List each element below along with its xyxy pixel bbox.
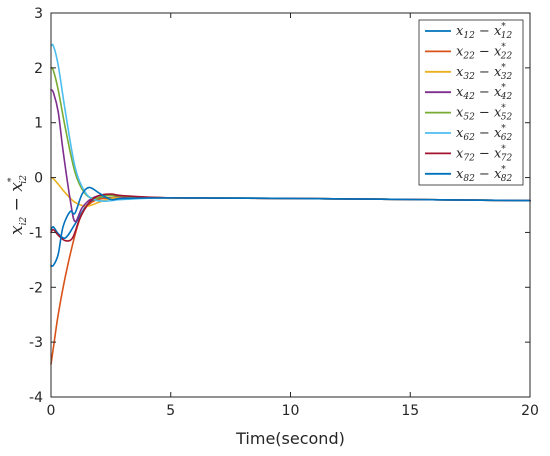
series-layer xyxy=(50,43,531,365)
y-tick-label: -1 xyxy=(29,225,43,241)
x-tick-label: 10 xyxy=(282,403,300,419)
svg-text:xi2 − x*i2: xi2 − x* i2 xyxy=(7,175,29,235)
legend-label-82: x82 − x* 82 xyxy=(456,165,513,184)
y-tick-label: -4 xyxy=(29,390,43,406)
y-tick-label: 2 xyxy=(34,61,43,77)
y-axis-label: xi2 − x* i2 xyxy=(7,175,29,235)
legend-label-42: x42 − x* 42 xyxy=(456,83,513,102)
y-tick-label: 1 xyxy=(34,116,43,132)
y-tick-label: -2 xyxy=(29,280,43,296)
ticks-layer: 0 5 10 15 20 -4 -3 -2 -1 0 1 2 3 xyxy=(29,6,539,419)
legend-label-52: x52 − x* 52 xyxy=(456,104,513,123)
legend-label-32: x32 − x* 32 xyxy=(456,63,513,82)
y-tick-label: -3 xyxy=(29,335,43,351)
legend-box xyxy=(418,19,524,186)
legend-label-72: x72 − x* 72 xyxy=(456,144,513,163)
x-axis-label: Time(second) xyxy=(235,429,345,448)
x-tick-label: 5 xyxy=(166,403,175,419)
x-tick-label: 15 xyxy=(401,403,419,419)
x-tick-label: 0 xyxy=(47,403,56,419)
legend-label-22: x22 − x* 22 xyxy=(456,42,513,61)
series-line-82 xyxy=(50,186,531,267)
x-tick-label: 20 xyxy=(521,403,539,419)
y-tick-label: 0 xyxy=(34,171,43,187)
legend-label-12: x12 − x* 12 xyxy=(456,22,513,41)
y-tick-label: 3 xyxy=(34,6,43,22)
legend-label-62: x62 − x* 62 xyxy=(456,124,513,143)
